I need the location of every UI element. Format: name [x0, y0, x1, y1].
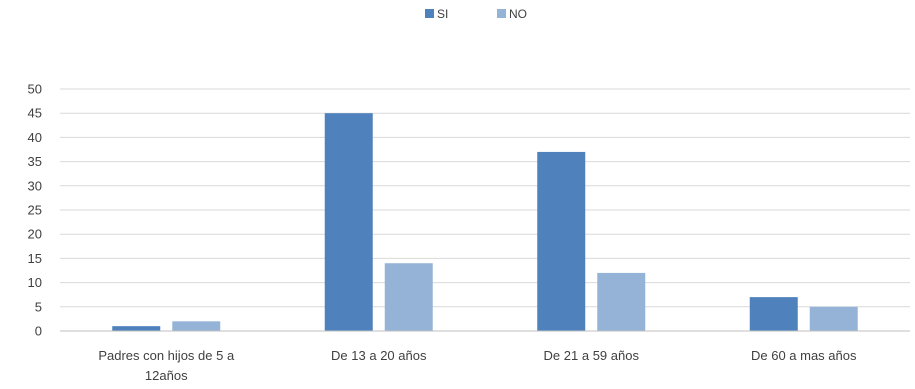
- y-tick-label: 25: [28, 203, 42, 218]
- legend-swatch-si: [425, 9, 434, 18]
- y-tick-label: 30: [28, 178, 42, 193]
- x-category-label: De 13 a 20 años: [331, 348, 427, 363]
- legend-label-no: NO: [509, 7, 527, 21]
- bars: [112, 113, 858, 331]
- y-tick-label: 45: [28, 106, 42, 121]
- y-tick-label: 50: [28, 82, 42, 97]
- legend-swatch-no: [497, 9, 506, 18]
- bar-si-2: [537, 151, 586, 331]
- y-tick-label: 35: [28, 154, 42, 169]
- x-category-label: De 21 a 59 años: [544, 348, 640, 363]
- y-axis-ticks: 0 5 10 15 20 25 30 35 40 45 50: [28, 82, 42, 339]
- legend-label-si: SI: [437, 7, 448, 21]
- gridlines: [60, 88, 910, 308]
- bar-si-0: [112, 326, 161, 331]
- bar-si-3: [749, 297, 798, 331]
- bar-no-1: [384, 263, 433, 331]
- bar-si-1: [324, 113, 373, 331]
- bar-no-0: [172, 321, 221, 331]
- x-category-label: De 60 a mas años: [751, 348, 857, 363]
- y-tick-label: 15: [28, 251, 42, 266]
- x-axis-categories: Padres con hijos de 5 a 12años De 13 a 20 …: [98, 348, 857, 383]
- y-tick-label: 20: [28, 227, 42, 242]
- legend: SI NO: [425, 7, 527, 21]
- y-tick-label: 0: [35, 324, 42, 339]
- bar-no-3: [809, 306, 858, 331]
- bar-no-2: [597, 272, 646, 331]
- y-tick-label: 5: [35, 299, 42, 314]
- y-tick-label: 40: [28, 130, 42, 145]
- y-tick-label: 10: [28, 275, 42, 290]
- x-category-label: Padres con hijos de 5 a 12años: [98, 348, 235, 383]
